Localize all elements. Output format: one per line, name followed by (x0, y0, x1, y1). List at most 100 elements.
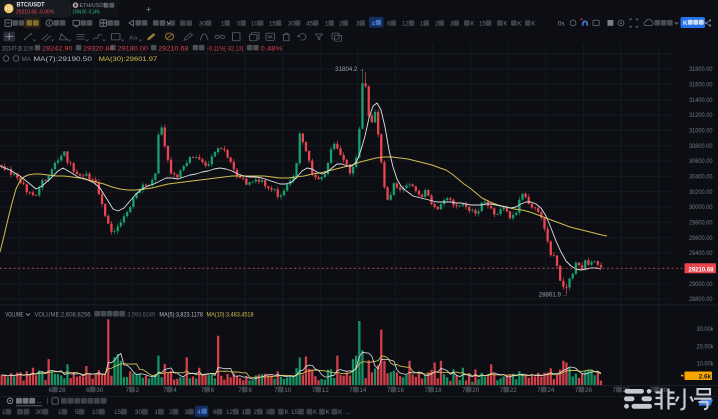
svg-text:3: 3 (450, 20, 454, 27)
svg-text:16: 16 (397, 387, 405, 394)
svg-text:7: 7 (575, 387, 579, 394)
svg-text:29210.68: 29210.68 (158, 47, 189, 53)
svg-text:20.00k: 20.00k (697, 343, 715, 350)
svg-text:→: → (563, 293, 569, 299)
svg-text:7: 7 (201, 387, 205, 394)
svg-text:K: K (313, 409, 318, 416)
svg-text:1: 1 (58, 409, 62, 416)
svg-text:2: 2 (169, 409, 173, 416)
svg-text:31600.00: 31600.00 (689, 82, 713, 89)
svg-text:1: 1 (155, 409, 159, 416)
svg-text:→: → (359, 67, 365, 73)
svg-text:7: 7 (500, 387, 504, 394)
svg-text:31200.00: 31200.00 (689, 112, 713, 119)
svg-text:5: 5 (237, 20, 241, 27)
svg-text:29400.00: 29400.00 (689, 250, 713, 257)
svg-text:3: 3 (266, 409, 270, 416)
svg-text:29242.90: 29242.90 (42, 47, 73, 53)
svg-text:31000.00: 31000.00 (689, 128, 713, 135)
svg-text:3: 3 (356, 20, 360, 27)
svg-text:7: 7 (462, 387, 466, 394)
svg-text:30000.00: 30000.00 (689, 204, 713, 211)
svg-text:7: 7 (126, 387, 130, 394)
svg-text:31400.00: 31400.00 (689, 97, 713, 104)
svg-text:1: 1 (420, 20, 424, 27)
svg-text:12: 12 (322, 387, 330, 394)
svg-text:10: 10 (251, 20, 258, 27)
svg-text:7: 7 (238, 387, 242, 394)
svg-text:2023-07-26 12:00: 2023-07-26 12:00 (2, 47, 33, 53)
svg-text:45: 45 (306, 20, 313, 27)
svg-text:VOLUME:2,608.8256: VOLUME:2,608.8256 (35, 312, 92, 319)
svg-text:8: 8 (248, 387, 252, 394)
svg-text:12: 12 (402, 20, 409, 27)
svg-text:2: 2 (339, 20, 343, 27)
svg-text:6: 6 (211, 387, 215, 394)
svg-text:2.6k: 2.6k (699, 373, 712, 380)
svg-text:4: 4 (372, 20, 376, 27)
svg-text:MA(10):3,483.4518: MA(10):3,483.4518 (207, 312, 255, 319)
svg-text:K: K (285, 409, 290, 416)
svg-text:28800.00: 28800.00 (689, 296, 713, 303)
svg-text:10.00k: 10.00k (697, 361, 715, 368)
svg-text:1: 1 (2, 409, 6, 416)
svg-text:30: 30 (135, 409, 143, 416)
svg-text:K: K (531, 20, 535, 27)
svg-text:29000.00: 29000.00 (689, 281, 713, 288)
svg-text:28861.9: 28861.9 (539, 292, 562, 299)
svg-text:7: 7 (613, 387, 617, 394)
svg-text:18: 18 (435, 387, 443, 394)
svg-text:29320.84: 29320.84 (83, 47, 114, 53)
svg-text::3,593.6249: :3,593.6249 (126, 312, 155, 319)
svg-text:+: + (146, 4, 151, 14)
svg-text:4: 4 (197, 409, 201, 416)
svg-text:K: K (503, 20, 507, 27)
svg-text:15: 15 (291, 409, 299, 416)
svg-text:MA(7):29190.50: MA(7):29190.50 (33, 56, 92, 63)
svg-text:1: 1 (242, 409, 246, 416)
svg-text:Aa: Aa (129, 35, 138, 41)
svg-text:K: K (470, 20, 474, 27)
svg-text:7: 7 (537, 387, 541, 394)
svg-text:7: 7 (312, 387, 316, 394)
svg-text:5: 5 (75, 409, 79, 416)
svg-text:14: 14 (359, 387, 367, 394)
svg-text:MA: MA (22, 56, 32, 63)
svg-text:1: 1 (166, 20, 170, 27)
svg-text:7: 7 (387, 387, 391, 394)
svg-text:3: 3 (185, 409, 189, 416)
svg-text:24: 24 (547, 387, 555, 394)
svg-text:-0.11%(-32.13): -0.11%(-32.13) (207, 47, 244, 53)
svg-text:7: 7 (650, 387, 654, 394)
svg-text:2: 2 (136, 387, 140, 394)
svg-text:MA(5):3,823.1178: MA(5):3,823.1178 (159, 312, 203, 319)
svg-text:1: 1 (221, 20, 225, 27)
svg-text:₿: ₿ (6, 6, 11, 13)
svg-text:K: K (683, 20, 688, 27)
svg-text:7: 7 (163, 387, 167, 394)
svg-text:7: 7 (425, 387, 429, 394)
svg-text:ETH/USDT: ETH/USDT (80, 3, 108, 9)
svg-text:MA(30):29601.97: MA(30):29601.97 (99, 56, 158, 63)
svg-text:K: K (517, 20, 521, 27)
svg-text:7: 7 (349, 387, 353, 394)
svg-text:30: 30 (96, 387, 104, 394)
svg-text:K: K (338, 409, 343, 416)
svg-text:29210.68: 29210.68 (689, 266, 714, 273)
svg-text:30: 30 (36, 409, 44, 416)
svg-text:15: 15 (269, 20, 276, 27)
svg-text:29210.68 -0.06%: 29210.68 -0.06% (16, 9, 54, 15)
svg-text:22: 22 (510, 387, 518, 394)
svg-text:BTC/USDT: BTC/USDT (17, 1, 45, 8)
svg-text:30.00k: 30.00k (697, 326, 715, 333)
svg-text:30800.00: 30800.00 (689, 143, 713, 150)
svg-text:1: 1 (325, 20, 329, 27)
svg-text:4: 4 (173, 387, 177, 394)
svg-text:28: 28 (59, 387, 67, 394)
svg-text:30: 30 (199, 20, 206, 27)
svg-text:15: 15 (114, 409, 122, 416)
svg-text:31804.2: 31804.2 (335, 66, 358, 73)
svg-text:30600.00: 30600.00 (689, 158, 713, 165)
svg-text:6: 6 (213, 409, 217, 416)
svg-text:K: K (326, 409, 331, 416)
